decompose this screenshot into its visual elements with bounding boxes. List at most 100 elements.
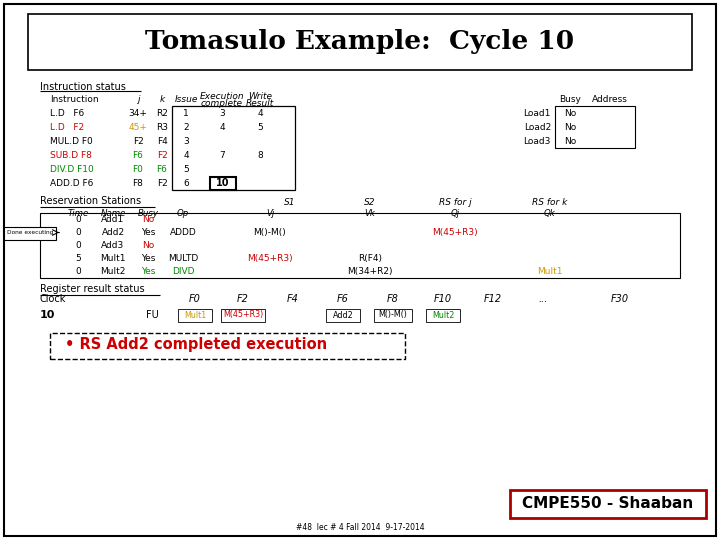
Text: Busy: Busy [559, 95, 581, 104]
Bar [426, 309, 460, 322]
Text: F12: F12 [484, 294, 502, 304]
Bar [40, 213, 680, 278]
Text: Add1: Add1 [102, 215, 125, 224]
Text: No: No [564, 137, 576, 145]
Text: Vj: Vj [266, 209, 274, 218]
Text: 0: 0 [75, 241, 81, 250]
Text: 5: 5 [75, 254, 81, 263]
Text: Op: Op [177, 209, 189, 218]
Text: • RS Add2 completed execution: • RS Add2 completed execution [65, 338, 327, 353]
Text: Write: Write [248, 92, 272, 101]
Text: F10: F10 [434, 294, 452, 304]
Bar [210, 177, 236, 190]
Bar [4, 226, 56, 240]
Text: M(45+R3): M(45+R3) [223, 310, 263, 320]
Text: F6: F6 [132, 151, 143, 159]
Text: 4: 4 [183, 151, 189, 159]
Bar [326, 309, 360, 322]
Text: M()-M(): M()-M() [379, 310, 408, 320]
Text: Clock: Clock [40, 294, 66, 304]
Text: F6: F6 [337, 294, 349, 304]
Text: Mult1: Mult1 [100, 254, 126, 263]
Text: S1: S1 [284, 198, 296, 207]
Text: SUB.D F8: SUB.D F8 [50, 151, 92, 159]
Text: Address: Address [592, 95, 628, 104]
Text: No: No [564, 123, 576, 132]
Text: Qj: Qj [451, 209, 459, 218]
Text: 0: 0 [75, 228, 81, 237]
Text: 8: 8 [257, 151, 263, 159]
Text: Execution: Execution [199, 92, 244, 101]
Text: Add2: Add2 [102, 228, 125, 237]
Text: 3: 3 [219, 109, 225, 118]
Text: F4: F4 [157, 137, 167, 145]
Text: 10: 10 [216, 179, 228, 187]
Text: 1: 1 [183, 109, 189, 118]
Text: Vk: Vk [364, 209, 375, 218]
Text: Reservation Stations: Reservation Stations [40, 196, 141, 206]
Text: DIVD: DIVD [172, 267, 194, 276]
Bar [178, 309, 212, 322]
Text: ADD.D F6: ADD.D F6 [50, 179, 94, 187]
Text: Load2: Load2 [523, 123, 551, 132]
Text: F8: F8 [387, 294, 399, 304]
Text: 6: 6 [183, 179, 189, 187]
Text: ADDD: ADDD [170, 228, 197, 237]
Text: F0: F0 [189, 294, 201, 304]
Text: F8: F8 [132, 179, 143, 187]
Text: M(45+R3): M(45+R3) [247, 254, 293, 263]
Text: Instruction: Instruction [50, 95, 99, 104]
Text: 0: 0 [75, 267, 81, 276]
Bar [172, 106, 295, 190]
Text: S2: S2 [364, 198, 376, 207]
Text: MULTD: MULTD [168, 254, 198, 263]
Text: M()-M(): M()-M() [253, 228, 287, 237]
Text: 34+: 34+ [129, 109, 148, 118]
Text: R(F4): R(F4) [358, 254, 382, 263]
Text: L.D   F2: L.D F2 [50, 123, 84, 132]
Text: F4: F4 [287, 294, 299, 304]
Text: 3: 3 [183, 137, 189, 145]
Text: F2: F2 [237, 294, 249, 304]
Text: Mult1: Mult1 [184, 310, 206, 320]
Text: F30: F30 [611, 294, 629, 304]
Text: 45+: 45+ [129, 123, 148, 132]
Text: Name: Name [100, 209, 126, 218]
Text: complete: complete [201, 99, 243, 108]
Text: j: j [137, 95, 139, 104]
Text: No: No [142, 215, 154, 224]
Text: 10: 10 [216, 178, 230, 188]
Text: Add3: Add3 [102, 241, 125, 250]
Text: FU: FU [145, 310, 158, 320]
Text: Instruction status: Instruction status [40, 82, 126, 92]
Text: Mult1: Mult1 [537, 267, 563, 276]
Text: ...: ... [539, 294, 548, 304]
Text: Qk: Qk [544, 209, 556, 218]
Text: 4: 4 [257, 109, 263, 118]
Text: Yes: Yes [141, 228, 156, 237]
Text: No: No [564, 109, 576, 118]
Text: F2: F2 [157, 151, 167, 159]
Text: 0: 0 [75, 215, 81, 224]
Text: M(34+R2): M(34+R2) [347, 267, 392, 276]
Text: RS for k: RS for k [532, 198, 567, 207]
Text: Add2: Add2 [333, 310, 354, 320]
Text: 2: 2 [183, 123, 189, 132]
Text: k: k [159, 95, 165, 104]
Text: Register result status: Register result status [40, 284, 145, 294]
Text: 7: 7 [219, 151, 225, 159]
Text: L.D   F6: L.D F6 [50, 109, 84, 118]
Text: Mult2: Mult2 [432, 310, 454, 320]
Text: M(45+R3): M(45+R3) [432, 228, 478, 237]
Text: Done executing: Done executing [6, 230, 53, 235]
Text: Result: Result [246, 99, 274, 108]
Text: Tomasulo Example:  Cycle 10: Tomasulo Example: Cycle 10 [145, 30, 575, 55]
Text: 4: 4 [219, 123, 225, 132]
Text: Yes: Yes [141, 267, 156, 276]
Text: Mult2: Mult2 [100, 267, 126, 276]
Bar [50, 333, 405, 359]
Text: F2: F2 [132, 137, 143, 145]
Text: 5: 5 [183, 165, 189, 173]
Text: Busy: Busy [138, 209, 158, 218]
Text: MUL.D F0: MUL.D F0 [50, 137, 93, 145]
